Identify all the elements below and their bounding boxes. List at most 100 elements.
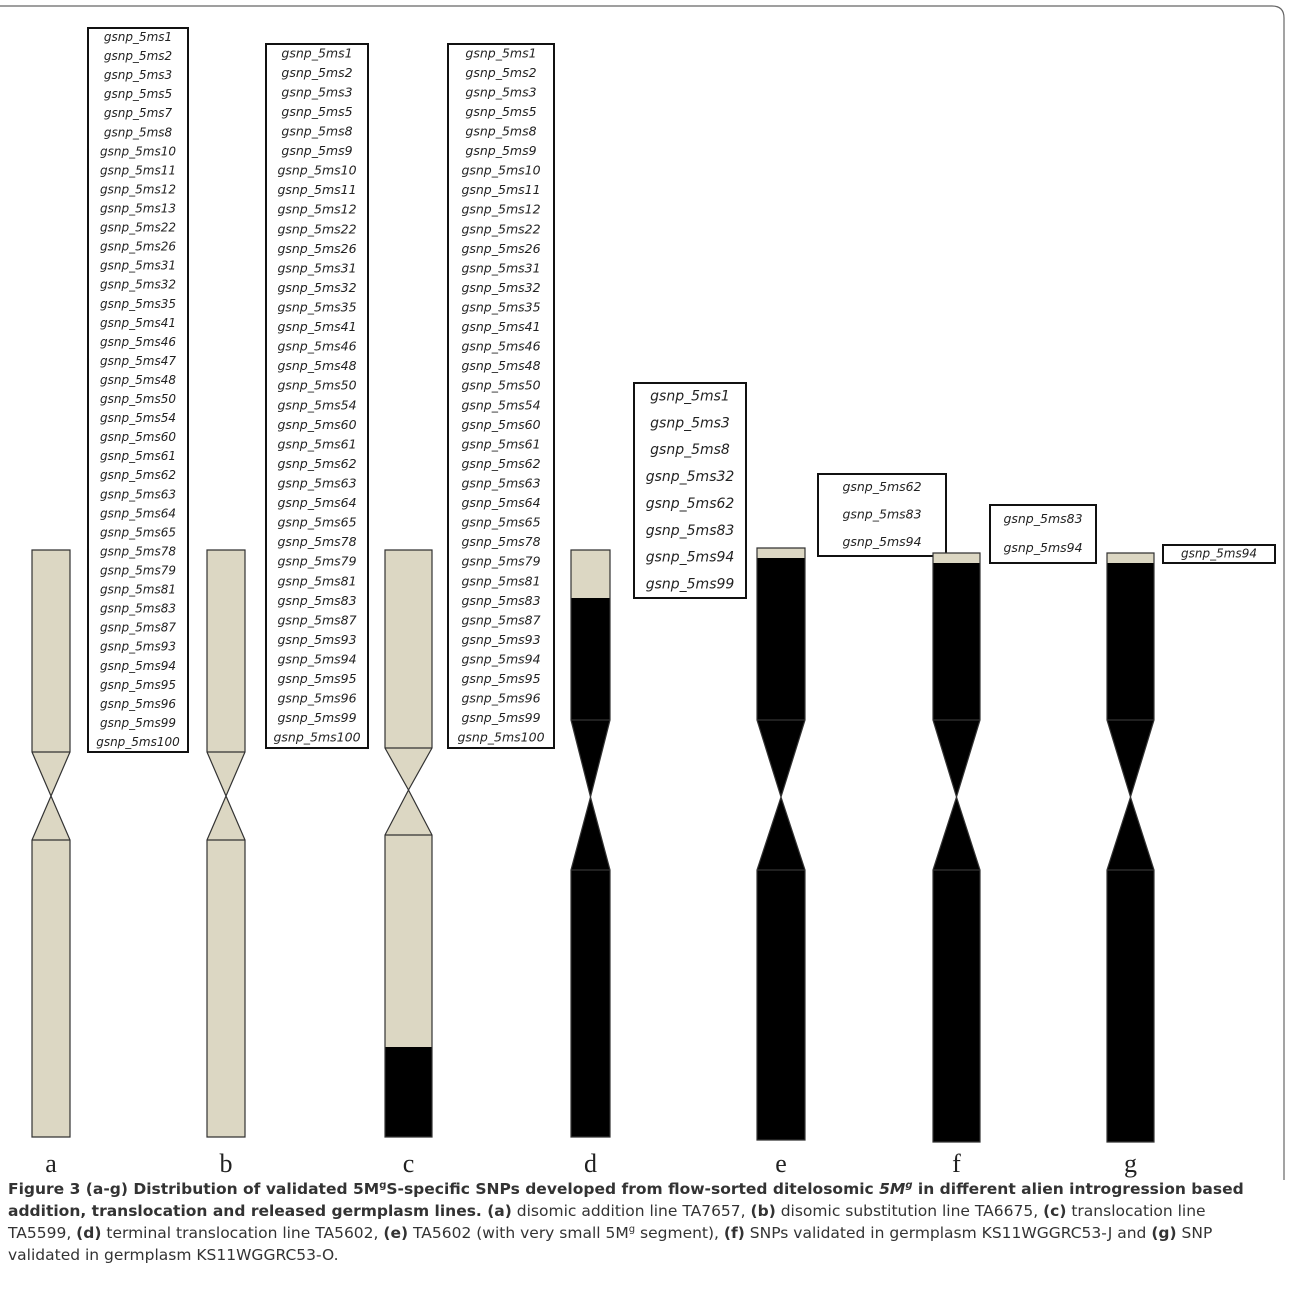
- snp-name: gsnp_5ms95: [461, 671, 540, 686]
- snp-name: gsnp_5ms46: [277, 339, 356, 354]
- snp-name: gsnp_5ms65: [461, 515, 540, 530]
- snp-name: gsnp_5ms93: [100, 640, 176, 654]
- snp-name: gsnp_5ms8: [465, 124, 536, 139]
- snp-name: gsnp_5ms87: [100, 621, 176, 635]
- snp-name: gsnp_5ms12: [277, 202, 356, 217]
- snp-name: gsnp_5ms99: [277, 710, 356, 725]
- snp-name: gsnp_5ms83: [100, 602, 176, 616]
- snp-name: gsnp_5ms62: [842, 479, 921, 494]
- snp-name: gsnp_5ms3: [465, 84, 536, 99]
- snp-name: gsnp_5ms31: [461, 260, 540, 275]
- caption-text: SNPs validated in germplasm KS11WGGRC53-…: [745, 1224, 1151, 1242]
- snp-name: gsnp_5ms100: [457, 730, 544, 745]
- snp-name: gsnp_5ms93: [461, 632, 540, 647]
- snp-name: gsnp_5ms54: [100, 411, 176, 425]
- figure: agsnp_5ms1gsnp_5ms2gsnp_5ms3gsnp_5ms5gsn…: [0, 0, 1290, 1303]
- snp-name: gsnp_5ms81: [461, 573, 540, 588]
- snp-name: gsnp_5ms60: [100, 430, 176, 444]
- snp-name: gsnp_5ms78: [100, 544, 176, 558]
- snp-name: gsnp_5ms11: [277, 182, 356, 197]
- snp-name: gsnp_5ms5: [281, 104, 352, 119]
- chromosome-segment: [570, 550, 611, 598]
- snp-name: gsnp_5ms54: [277, 397, 356, 412]
- snp-name: gsnp_5ms62: [646, 496, 735, 512]
- snp-name: gsnp_5ms11: [461, 182, 540, 197]
- figure-art: agsnp_5ms1gsnp_5ms2gsnp_5ms3gsnp_5ms5gsn…: [0, 0, 1290, 1180]
- snp-name: gsnp_5ms94: [646, 550, 735, 566]
- snp-name: gsnp_5ms3: [281, 84, 352, 99]
- snp-name: gsnp_5ms64: [461, 495, 540, 510]
- caption-text: TA5602 (with very small 5M: [408, 1224, 629, 1242]
- chromosome-segment: [1106, 553, 1155, 563]
- chromosome-segment: [31, 550, 71, 1137]
- snp-name: gsnp_5ms94: [1181, 547, 1257, 561]
- snp-name: gsnp_5ms35: [461, 300, 540, 315]
- snp-name: gsnp_5ms12: [100, 182, 176, 196]
- snp-name: gsnp_5ms41: [277, 319, 356, 334]
- caption-text: (d): [76, 1224, 101, 1242]
- caption-text: (a): [482, 1202, 512, 1220]
- snp-name: gsnp_5ms1: [465, 45, 536, 60]
- snp-name: gsnp_5ms10: [100, 144, 176, 158]
- snp-name: gsnp_5ms2: [104, 49, 172, 63]
- snp-name: gsnp_5ms2: [465, 65, 536, 80]
- snp-name: gsnp_5ms9: [281, 143, 352, 158]
- snp-name: gsnp_5ms96: [461, 691, 540, 706]
- snp-name: gsnp_5ms7: [104, 106, 173, 120]
- snp-name: gsnp_5ms11: [100, 163, 176, 177]
- chromosome-segment: [570, 598, 611, 1137]
- snp-name: gsnp_5ms78: [461, 534, 540, 549]
- snp-name: gsnp_5ms62: [100, 468, 176, 482]
- snp-name: gsnp_5ms79: [461, 554, 540, 569]
- caption-text: (a-g) Distribution of validated 5M: [80, 1180, 379, 1198]
- chromosome-segment: [932, 563, 981, 1142]
- panel-label: b: [220, 1149, 233, 1178]
- snp-name: gsnp_5ms95: [277, 671, 356, 686]
- snp-name: gsnp_5ms32: [100, 278, 176, 292]
- caption-text: disomic addition line TA7657,: [512, 1202, 751, 1220]
- caption-text: (f): [724, 1224, 745, 1242]
- snp-name: gsnp_5ms47: [100, 354, 176, 368]
- snp-name: gsnp_5ms81: [277, 573, 356, 588]
- snp-name: gsnp_5ms5: [104, 87, 172, 101]
- snp-name: gsnp_5ms12: [461, 202, 540, 217]
- snp-name: gsnp_5ms26: [461, 241, 540, 256]
- snp-name: gsnp_5ms1: [104, 30, 172, 44]
- snp-name: gsnp_5ms41: [100, 316, 176, 330]
- snp-name: gsnp_5ms48: [100, 373, 176, 387]
- snp-name: gsnp_5ms48: [461, 358, 540, 373]
- snp-name: gsnp_5ms83: [842, 507, 921, 522]
- snp-name: gsnp_5ms62: [461, 456, 540, 471]
- snp-name: gsnp_5ms2: [281, 65, 352, 80]
- chromosome-segment: [384, 550, 433, 1047]
- chromosome-segment: [932, 553, 981, 563]
- snp-name: gsnp_5ms10: [277, 163, 356, 178]
- snp-name: gsnp_5ms61: [100, 449, 176, 463]
- snp-name: gsnp_5ms94: [100, 659, 176, 673]
- snp-name: gsnp_5ms99: [646, 577, 735, 593]
- caption-text: (c): [1043, 1202, 1066, 1220]
- snp-name: gsnp_5ms35: [100, 297, 176, 311]
- snp-name: gsnp_5ms93: [277, 632, 356, 647]
- caption-text: segment),: [635, 1224, 724, 1242]
- snp-name: gsnp_5ms46: [461, 339, 540, 354]
- snp-name: gsnp_5ms26: [100, 240, 176, 254]
- snp-name: gsnp_5ms87: [277, 612, 356, 627]
- panel-label: e: [775, 1149, 787, 1178]
- snp-name: gsnp_5ms60: [277, 417, 356, 432]
- caption-text: 5M: [879, 1180, 905, 1198]
- snp-name: gsnp_5ms100: [96, 735, 180, 749]
- caption-text: disomic substitution line TA6675,: [776, 1202, 1043, 1220]
- snp-name: gsnp_5ms95: [100, 678, 176, 692]
- panel-label: f: [952, 1149, 961, 1178]
- snp-name: gsnp_5ms64: [100, 506, 176, 520]
- caption-text: S-specific SNPs developed from flow-sort…: [386, 1180, 879, 1198]
- chromosome-segment: [756, 548, 806, 558]
- panel-label: c: [403, 1149, 415, 1178]
- snp-name: gsnp_5ms94: [277, 652, 356, 667]
- snp-name: gsnp_5ms60: [461, 417, 540, 432]
- snp-name: gsnp_5ms8: [281, 124, 352, 139]
- panel-label: g: [1124, 1149, 1137, 1178]
- snp-name: gsnp_5ms9: [465, 143, 536, 158]
- snp-name: gsnp_5ms32: [277, 280, 356, 295]
